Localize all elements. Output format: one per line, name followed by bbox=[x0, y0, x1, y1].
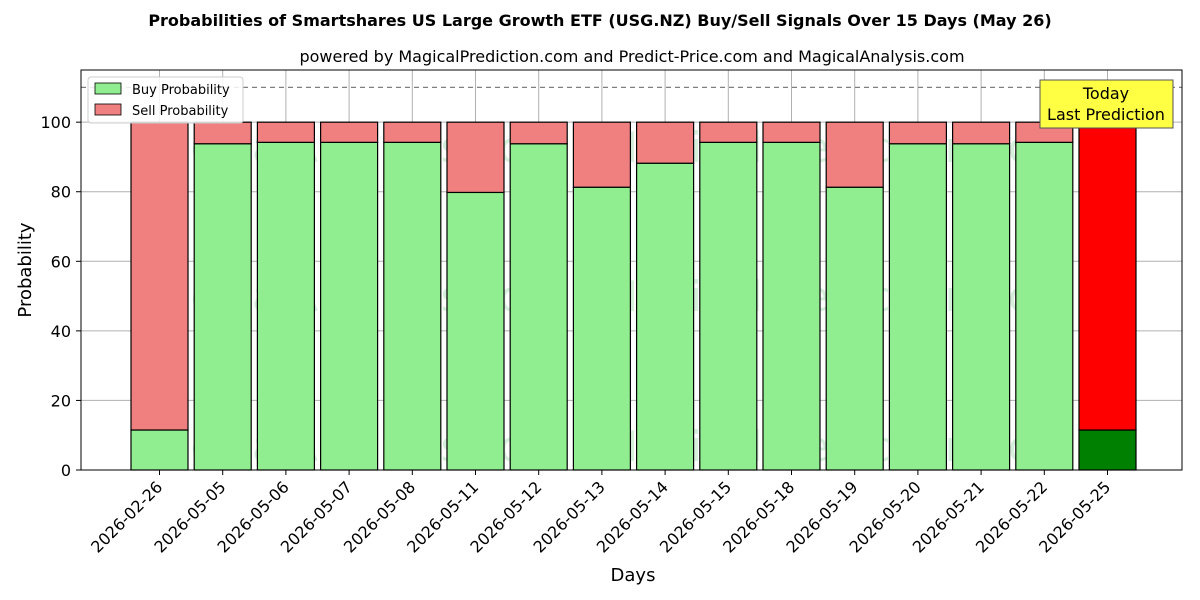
sell-bar bbox=[193, 121, 252, 145]
buy-bar bbox=[130, 429, 189, 471]
legend-sell-swatch bbox=[94, 103, 122, 116]
buy-bar bbox=[951, 143, 1011, 471]
sell-bar bbox=[888, 121, 948, 145]
x-axis-label: Days bbox=[611, 565, 656, 586]
buy-bar bbox=[888, 143, 948, 471]
y-tick-label: 0 bbox=[61, 461, 71, 480]
y-axis-label: Probability bbox=[15, 222, 36, 317]
buy-bar bbox=[572, 186, 632, 471]
annotation-box bbox=[1039, 79, 1174, 129]
annotation-line2: Last Prediction bbox=[1047, 105, 1165, 124]
sell-bar bbox=[383, 121, 442, 143]
buy-bar bbox=[383, 141, 442, 471]
sell-bar bbox=[509, 121, 568, 145]
y-tick-label: 80 bbox=[51, 183, 71, 202]
sell-bar bbox=[635, 121, 695, 164]
buy-bar bbox=[193, 143, 252, 471]
buy-bar bbox=[762, 141, 821, 471]
buy-bar bbox=[320, 141, 379, 471]
sell-bar bbox=[446, 121, 505, 194]
annotation-line1: Today bbox=[1082, 84, 1129, 103]
plot-frame bbox=[80, 69, 1183, 471]
sell-bar bbox=[572, 121, 632, 188]
buy-bar bbox=[1078, 429, 1137, 471]
buy-bar bbox=[256, 141, 315, 471]
buy-bar bbox=[699, 141, 758, 471]
chart-title: Probabilities of Smartshares US Large Gr… bbox=[148, 11, 1051, 30]
buy-bar bbox=[635, 162, 695, 471]
legend-buy-swatch bbox=[94, 82, 122, 95]
sell-bar bbox=[1078, 121, 1137, 431]
legend-sell-label: Sell Probability bbox=[132, 104, 229, 119]
y-tick-label: 20 bbox=[51, 391, 71, 410]
y-axis: 0 20 40 60 80 100 bbox=[40, 113, 81, 480]
sell-bar bbox=[762, 121, 821, 143]
sell-bar bbox=[130, 121, 189, 431]
y-tick-label: 40 bbox=[51, 322, 71, 341]
today-annotation: Today Last Prediction bbox=[1039, 79, 1174, 129]
buy-bar bbox=[509, 143, 568, 471]
sell-bar bbox=[951, 121, 1011, 145]
buy-bar bbox=[1015, 141, 1074, 471]
y-tick-label: 100 bbox=[40, 113, 71, 132]
bars-layer bbox=[130, 121, 1137, 471]
chart-subtitle: powered by MagicalPrediction.com and Pre… bbox=[299, 47, 964, 66]
sell-bar bbox=[825, 121, 884, 188]
sell-bar bbox=[320, 121, 379, 143]
legend-box bbox=[87, 76, 244, 124]
buy-bar bbox=[825, 186, 884, 471]
legend: Buy Probability Sell Probability bbox=[87, 76, 244, 124]
sell-bar bbox=[699, 121, 758, 143]
sell-bar bbox=[256, 121, 315, 143]
legend-buy-label: Buy Probability bbox=[132, 83, 230, 98]
buy-bar bbox=[446, 191, 505, 471]
y-tick-label: 60 bbox=[51, 252, 71, 271]
